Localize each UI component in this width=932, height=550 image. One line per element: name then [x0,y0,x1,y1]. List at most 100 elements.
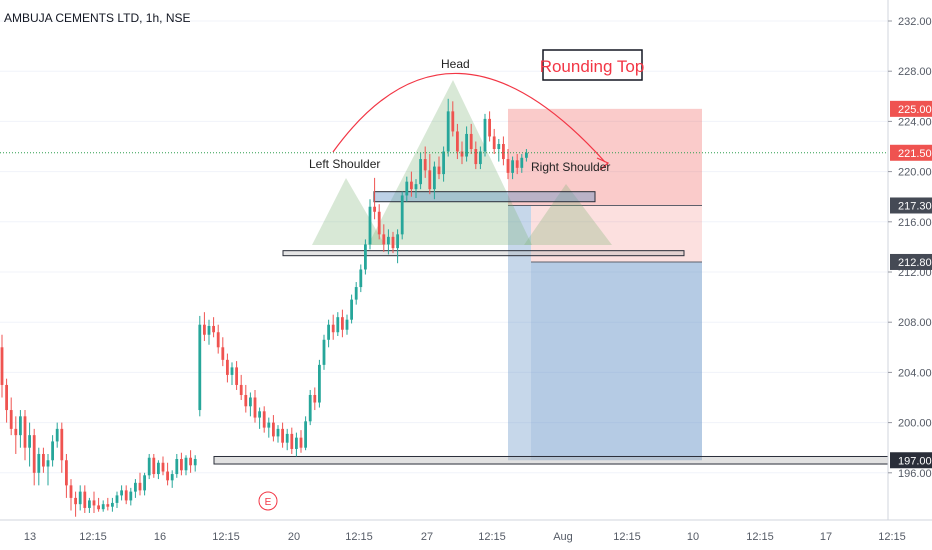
price-badge-label: 212.80 [898,257,932,269]
candle-body [341,317,344,330]
candle-body [37,453,41,473]
x-tick-label: 10 [687,531,699,543]
candle-body [19,416,22,436]
candle-body [143,475,146,491]
candle-body [423,159,427,171]
grid-lines [0,20,888,474]
candle-body [5,384,8,411]
candle-body [60,428,64,461]
candle-body [451,111,455,132]
candle-body [189,457,192,466]
candle-body [488,118,491,137]
trade-box [508,108,702,461]
rounding-top-box [542,49,643,81]
level-rectangles [213,191,889,465]
neckline-upper-zone [373,191,596,203]
candle-body [152,457,156,475]
candle-body [469,133,473,150]
candle-body [313,394,317,403]
head-triangle [368,80,532,245]
x-tick-label: 12:15 [613,531,641,543]
candle-body [327,324,330,340]
candle-body [285,433,289,443]
rounding-top-label: Rounding Top [540,57,645,76]
chart-title: AMBUJA CEMENTS LTD, 1h, NSE [4,11,191,25]
candle-body [212,325,215,333]
candle-body [28,435,31,448]
candle-body [193,458,197,466]
candle-body [124,490,128,501]
candle-body [88,500,91,508]
candle-body [465,133,468,157]
y-axis[interactable]: 232.00 228.00 224.00 220.00 216.00 212.00 208.… [888,16,932,480]
price-badge [890,452,932,469]
candle-body [249,397,252,407]
candle-body [304,421,307,448]
candle-body [410,181,413,190]
candle-body [414,184,418,190]
candle-body [230,367,234,375]
candle-body [69,485,73,498]
candle-body [433,166,436,190]
candle-body [511,160,514,173]
price-badges: 225.00 221.50 217.30 212.80 197.00 [890,100,932,469]
stop-loss-zone [508,108,702,206]
overlays [0,72,888,171]
candle-body [120,490,123,496]
x-axis[interactable]: 13 12:15 16 12:15 20 12:15 27 12:15 Aug 12:15 10 12… [24,531,906,543]
candle-body [276,428,280,437]
y-tick-label: 228.00 [898,66,932,78]
candle-body [382,234,386,245]
price-badge [890,253,932,270]
candle-body [262,411,266,428]
candle-body [377,211,381,235]
rounding-top-arc [332,72,606,163]
y-tick-label: 204.00 [898,367,932,379]
x-tick-label: 13 [24,531,36,543]
event-marker-label: E [265,497,272,508]
candle-body [442,151,445,175]
risk-zone [531,205,702,262]
candle-body [502,143,505,160]
event-marker[interactable] [258,491,278,511]
price-badge [890,100,932,117]
candle-body [0,347,4,385]
y-tick-label: 208.00 [898,317,932,329]
arc-arrowhead [596,157,610,171]
left-shoulder-triangle [312,178,385,245]
pattern-triangles [312,80,612,245]
y-tick-label: 216.00 [898,217,932,229]
x-tick-label: 12:15 [478,531,506,543]
candle-body [299,437,303,448]
y-tick-label: 220.00 [898,167,932,179]
x-tick-label: 12:15 [212,531,240,543]
candle-body [221,347,225,360]
x-tick-label: 27 [421,531,433,543]
profit-zone-left [508,205,531,461]
candle-body [359,269,363,288]
y-tick-label: 200.00 [898,418,932,430]
profit-zone [531,261,702,461]
candle-body [244,394,248,407]
candle-body [203,324,206,335]
candle-body [396,234,399,249]
x-tick-label: 17 [820,531,832,543]
candle-body [239,384,243,395]
candle-body [161,462,165,472]
candle-body [101,504,105,510]
candle-body [474,149,478,165]
candle-body [295,437,298,449]
candle-body [42,453,45,467]
candle-body [9,410,13,429]
candle-body [497,143,501,150]
left-shoulder-label: Left Shoulder [309,157,380,171]
candle-body [387,236,390,245]
candle-body [46,460,50,467]
candle-body [134,482,137,492]
right-shoulder-triangle [524,184,612,245]
candle-body [318,364,321,403]
candle-body [437,166,441,175]
candle-body [97,505,100,510]
